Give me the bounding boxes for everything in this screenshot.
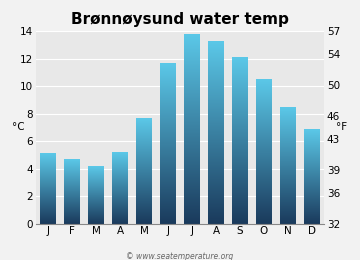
Title: Brønnøysund water temp: Brønnøysund water temp [71,12,289,27]
Y-axis label: °C: °C [12,122,25,132]
Text: © www.seatemperature.org: © www.seatemperature.org [126,252,234,260]
Y-axis label: °F: °F [336,122,347,132]
